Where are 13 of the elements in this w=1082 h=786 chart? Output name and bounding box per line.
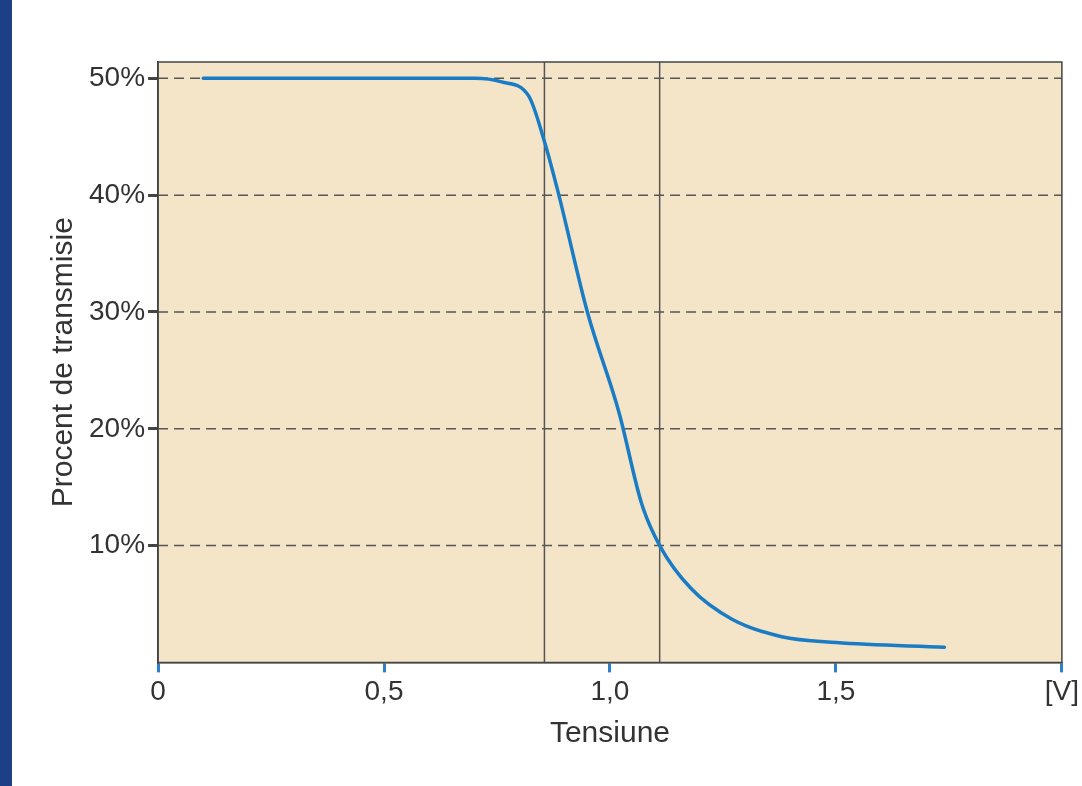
x-tick-label: 1,5: [816, 674, 856, 706]
x-tick-label: 1,0: [590, 674, 630, 706]
y-axis-title: Procent de transmisie: [45, 217, 79, 508]
y-tick-label: 40%: [88, 177, 146, 209]
y-tick-label: 20%: [88, 411, 146, 443]
line-series: [201, 76, 947, 649]
y-tick-label: 50%: [88, 61, 146, 93]
y-tick-label: 10%: [88, 528, 146, 560]
x-tick-label: 0,5: [364, 674, 404, 706]
x-tick-label: [V]: [1044, 674, 1079, 706]
x-axis-title: Tensiune: [549, 715, 671, 749]
y-tick-label: 30%: [88, 294, 146, 326]
x-tick-label: 0: [150, 674, 166, 706]
